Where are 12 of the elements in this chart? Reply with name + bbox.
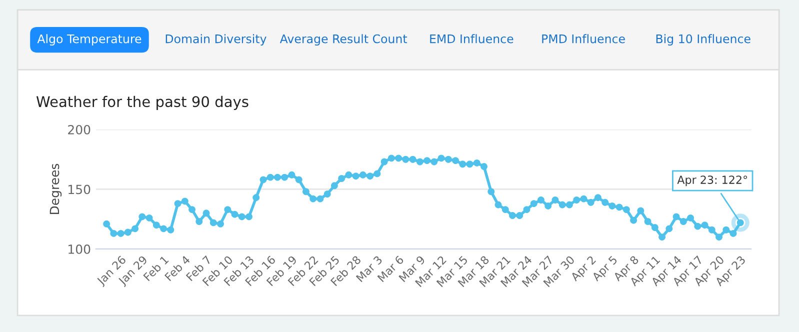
annotation: Apr 23: 122° <box>677 176 748 186</box>
text: Domain Diversity <box>166 34 266 46</box>
chart-title: Weather for the past 90 days <box>36 96 248 110</box>
y-tick-label: 100 <box>68 244 90 254</box>
text: Big 10 Influence <box>656 34 750 46</box>
y-tick-label: 200 <box>68 124 90 134</box>
y-tick-label: 150 <box>68 184 90 194</box>
text: PMD Influence <box>542 34 625 44</box>
text: EMD Influence <box>430 34 514 44</box>
text: Algo Temperature <box>37 34 142 46</box>
text: Average Result Count <box>280 34 408 46</box>
y-axis-title: Degrees <box>50 164 62 214</box>
